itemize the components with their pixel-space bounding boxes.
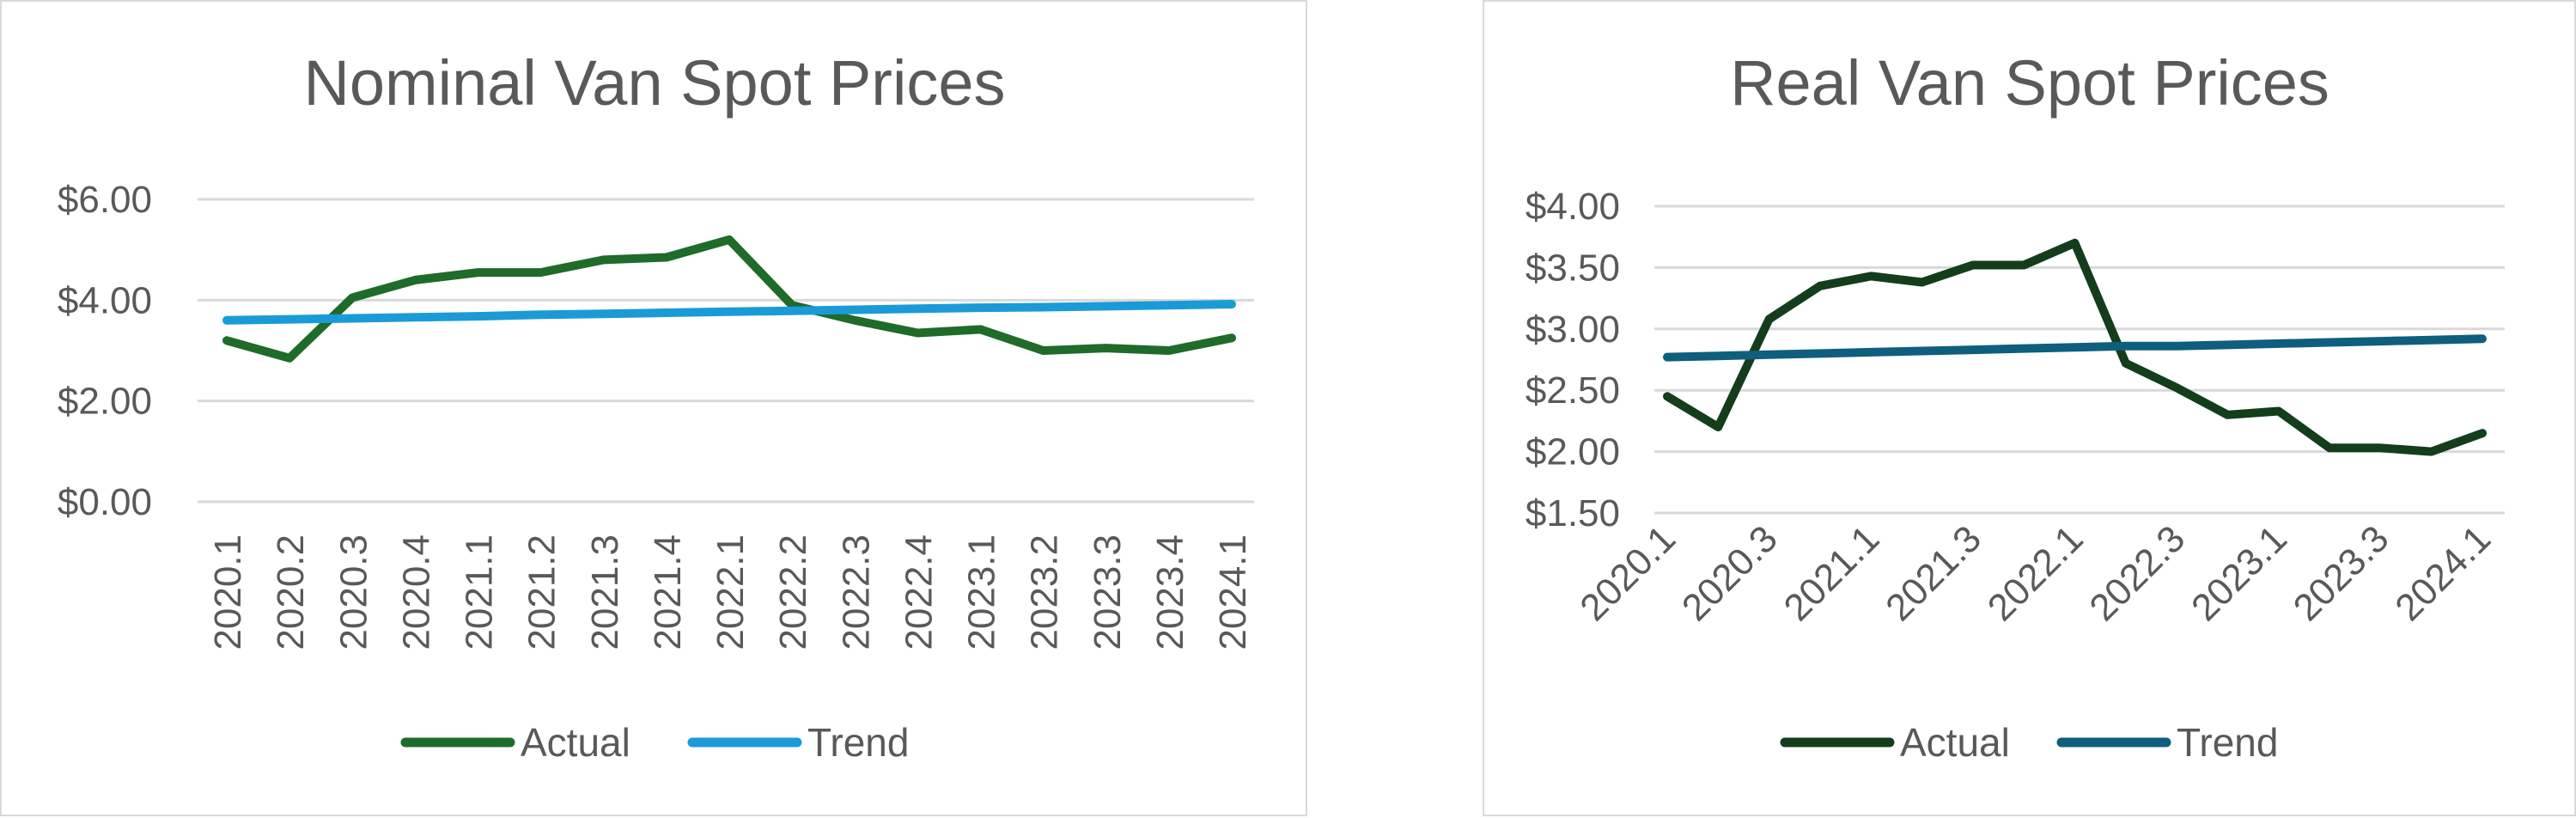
x-tick-label: 2020.2 (270, 534, 312, 650)
nominal-chart-svg: Nominal Van Spot Prices $6.00 $4.00 $2.00 $0… (58, 47, 1254, 765)
x-tick-label: 2021.1 (459, 534, 501, 650)
x-tick-label: 2022.3 (835, 534, 877, 650)
x-tick-label: 2024.1 (1212, 534, 1254, 650)
y-tick-label: $2.00 (1526, 431, 1620, 473)
x-tick-label: 2020.3 (332, 534, 375, 650)
nominal-chart-panel: Nominal Van Spot Prices $6.00 $4.00 $2.00 $0… (0, 0, 1307, 816)
legend-label-trend: Trend (2177, 720, 2278, 765)
chart-title: Nominal Van Spot Prices (303, 47, 1005, 119)
x-tick-label: 2021.2 (521, 534, 563, 650)
real-chart-svg: Real Van Spot Prices $4.00 $3.50 $3.00 $2.50… (1526, 47, 2505, 765)
y-tick-label: $3.50 (1526, 247, 1620, 289)
series-line-actual (1663, 238, 2487, 456)
x-tick-label: 2023.2 (1024, 534, 1066, 650)
y-tick-label: $2.50 (1526, 369, 1620, 412)
x-tick-label: 2023.4 (1149, 534, 1191, 650)
y-tick-label: $2.00 (58, 381, 152, 423)
x-tick-label: 2022.1 (709, 534, 752, 650)
x-tick-label: 2020.3 (1674, 517, 1786, 629)
series-line-trend (1663, 334, 2487, 362)
x-tick-label: 2021.3 (584, 534, 626, 650)
legend-label-actual: Actual (521, 720, 630, 765)
y-tick-label: $0.00 (58, 481, 152, 523)
y-tick-label: $4.00 (1526, 186, 1620, 228)
x-tick-label: 2023.1 (2183, 517, 2295, 629)
chart-title: Real Van Spot Prices (1730, 47, 2329, 119)
x-tick-label: 2023.1 (961, 534, 1003, 650)
legend-label-actual: Actual (1900, 720, 2010, 765)
x-tick-label: 2022.4 (898, 534, 940, 650)
x-tick-label: 2021.3 (1878, 517, 1989, 629)
series-line-trend (222, 300, 1236, 325)
y-tick-label: $6.00 (58, 179, 152, 221)
real-chart-panel: Real Van Spot Prices $4.00 $3.50 $3.00 $2.50… (1483, 0, 2576, 816)
x-tick-label: 2022.3 (2081, 517, 2193, 629)
y-tick-label: $1.50 (1526, 492, 1620, 534)
x-tick-label: 2023.3 (2286, 517, 2397, 629)
x-tick-label: 2023.3 (1087, 534, 1129, 650)
x-tick-label: 2022.1 (1980, 517, 2092, 629)
x-tick-label: 2021.1 (1776, 517, 1888, 629)
x-tick-label: 2020.1 (207, 534, 249, 650)
y-tick-label: $4.00 (58, 279, 152, 321)
x-tick-label: 2022.2 (772, 534, 814, 650)
x-tick-label: 2020.4 (395, 534, 437, 650)
y-tick-label: $3.00 (1526, 308, 1620, 351)
series-line-actual (222, 235, 1236, 363)
legend-label-trend: Trend (807, 720, 909, 765)
x-tick-label: 2021.4 (647, 534, 689, 650)
x-tick-label: 2024.1 (2387, 517, 2499, 629)
